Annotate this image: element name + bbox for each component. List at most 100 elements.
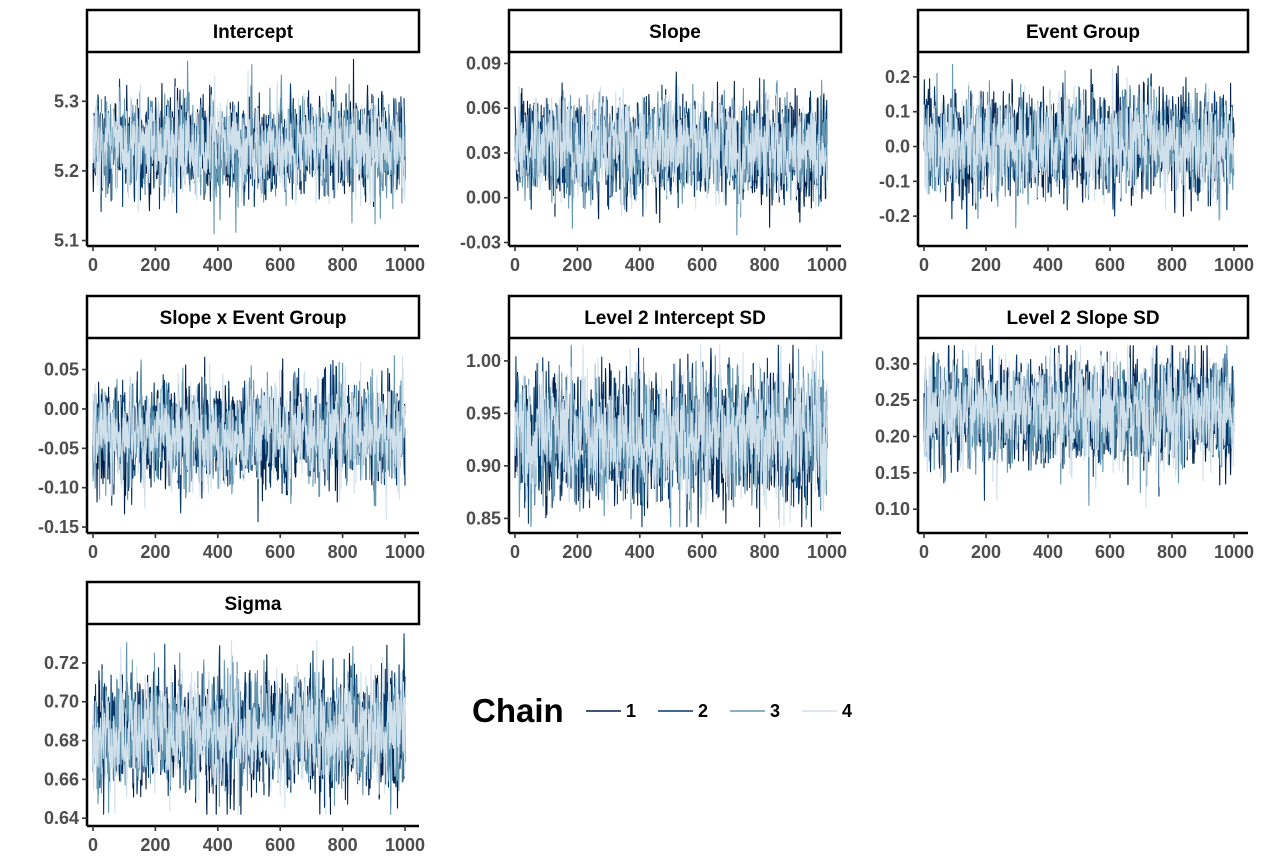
x-tick-label: 1000 — [807, 255, 847, 275]
y-tick-label: 0.90 — [466, 456, 501, 476]
x-tick-label: 600 — [687, 255, 717, 275]
facet-panel: Slope -0.03 0.00 0.03 0.06 0.09 0 200 400 600 800 1… — [460, 8, 847, 275]
x-tick-label: 600 — [265, 542, 295, 562]
x-tick-label: 800 — [750, 542, 780, 562]
y-tick-label: 5.3 — [54, 91, 79, 111]
x-tick-label: 1000 — [1214, 542, 1254, 562]
x-tick-label: 600 — [1095, 542, 1125, 562]
facet-strip — [85, 8, 421, 54]
y-tick-label: 0.30 — [875, 354, 910, 374]
y-tick-label: -0.15 — [38, 517, 79, 537]
x-tick-label: 200 — [140, 835, 170, 855]
y-tick-label: 1.00 — [466, 351, 501, 371]
y-tick-label: 0.70 — [44, 692, 79, 712]
y-tick-label: 0.1 — [885, 102, 910, 122]
x-tick-label: 0 — [88, 835, 98, 855]
y-tick-label: 0.09 — [466, 53, 501, 73]
facet-panel: Level 2 Slope SD 0.10 0.15 0.20 0.25 0.30 0 200… — [875, 294, 1254, 562]
facet-panel: Level 2 Intercept SD 0.85 0.90 0.95 1.00 0 200… — [466, 294, 847, 562]
y-tick-label: 0.15 — [875, 463, 910, 483]
facet-panel: Intercept 5.1 5.2 5.3 0 200 400 600 800 1000 — [54, 8, 425, 275]
x-tick-label: 1000 — [385, 835, 425, 855]
legend-label-chain-3: 3 — [770, 701, 780, 721]
x-tick-label: 400 — [203, 835, 233, 855]
facet-title: Level 2 Intercept SD — [584, 308, 766, 329]
y-tick-label: 0.00 — [44, 399, 79, 419]
x-tick-label: 400 — [1033, 255, 1063, 275]
y-tick-label: 0.64 — [44, 808, 79, 828]
y-tick-label: 0.10 — [875, 499, 910, 519]
y-tick-label: 0.95 — [466, 403, 501, 423]
y-tick-label: 0.20 — [875, 427, 910, 447]
y-tick-label: 0.66 — [44, 769, 79, 789]
facet-strip — [85, 580, 421, 626]
x-tick-label: 400 — [203, 255, 233, 275]
trace-line-chain-4 — [923, 67, 1235, 219]
x-tick-label: 400 — [625, 255, 655, 275]
x-tick-label: 1000 — [807, 542, 847, 562]
y-tick-label: 0.03 — [466, 143, 501, 163]
y-tick-label: 5.2 — [54, 161, 79, 181]
facet-title: Event Group — [1026, 22, 1140, 43]
x-tick-label: 800 — [328, 542, 358, 562]
x-tick-label: 200 — [562, 255, 592, 275]
x-tick-label: 200 — [971, 255, 1001, 275]
x-tick-label: 600 — [265, 835, 295, 855]
x-tick-label: 400 — [1033, 542, 1063, 562]
y-tick-label: 0.68 — [44, 731, 79, 751]
facet-strip — [85, 294, 421, 340]
trace-line-chain-4 — [92, 355, 406, 521]
x-tick-label: 600 — [265, 255, 295, 275]
y-tick-label: 0.0 — [885, 137, 910, 157]
x-tick-label: 1000 — [1214, 255, 1254, 275]
x-tick-label: 800 — [1157, 255, 1187, 275]
y-tick-label: -0.05 — [38, 438, 79, 458]
facet-title: Intercept — [213, 22, 294, 43]
y-tick-label: 0.06 — [466, 98, 501, 118]
y-tick-label: -0.03 — [460, 233, 501, 253]
y-tick-label: -0.10 — [38, 478, 79, 498]
x-tick-label: 1000 — [385, 255, 425, 275]
facet-strip — [916, 294, 1250, 340]
x-tick-label: 400 — [625, 542, 655, 562]
facet-title: Slope x Event Group — [160, 308, 347, 329]
x-tick-label: 0 — [919, 542, 929, 562]
x-tick-label: 0 — [919, 255, 929, 275]
x-tick-label: 800 — [328, 835, 358, 855]
y-tick-label: -0.2 — [879, 206, 910, 226]
y-tick-label: 5.1 — [54, 231, 79, 251]
x-tick-label: 0 — [510, 255, 520, 275]
facet-strip — [507, 8, 843, 54]
facet-strip — [916, 8, 1250, 54]
trace-line-chain-4 — [514, 85, 828, 217]
x-tick-label: 0 — [88, 255, 98, 275]
x-tick-label: 0 — [510, 542, 520, 562]
chain-legend: Chain 1 2 3 4 — [472, 692, 852, 729]
legend-entries: 1 2 3 4 — [586, 701, 852, 721]
legend-label-chain-4: 4 — [842, 701, 852, 721]
y-tick-label: 0.00 — [466, 188, 501, 208]
x-tick-label: 600 — [687, 542, 717, 562]
trace-line-chain-4 — [514, 344, 828, 528]
facet-panel: Event Group -0.2 -0.1 0.0 0.1 0.2 0 200 400 600 80… — [879, 8, 1254, 275]
x-tick-label: 200 — [971, 542, 1001, 562]
y-tick-label: 0.05 — [44, 360, 79, 380]
trace-line-chain-4 — [92, 70, 406, 213]
x-tick-label: 800 — [328, 255, 358, 275]
trace-line-chain-3 — [92, 60, 406, 235]
legend-label-chain-2: 2 — [698, 701, 708, 721]
y-tick-label: -0.1 — [879, 171, 910, 191]
x-tick-label: 600 — [1095, 255, 1125, 275]
facet-panel: Sigma 0.64 0.66 0.68 0.70 0.72 0 200 400 600 800 10… — [44, 580, 425, 855]
x-tick-label: 200 — [562, 542, 592, 562]
trace-line-chain-4 — [92, 639, 406, 815]
facet-strip — [507, 294, 843, 340]
x-tick-label: 200 — [140, 255, 170, 275]
x-tick-label: 400 — [203, 542, 233, 562]
y-tick-label: 0.72 — [44, 653, 79, 673]
y-tick-label: 0.2 — [885, 67, 910, 87]
facet-title: Slope — [649, 22, 701, 43]
x-tick-label: 200 — [140, 542, 170, 562]
